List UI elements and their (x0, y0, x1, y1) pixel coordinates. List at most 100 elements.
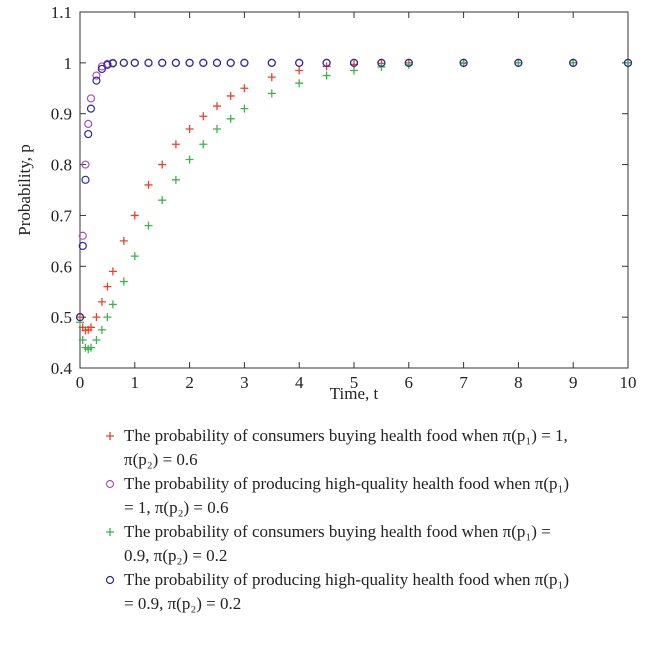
marker (105, 479, 115, 489)
marker (226, 114, 235, 123)
marker (295, 79, 304, 88)
marker (76, 318, 84, 327)
marker (86, 94, 96, 103)
marker (92, 76, 101, 85)
marker (84, 129, 93, 139)
marker (569, 58, 578, 67)
marker (86, 104, 96, 113)
marker (295, 66, 304, 75)
marker (78, 231, 87, 240)
marker (624, 58, 632, 67)
marker (108, 59, 117, 68)
marker (158, 58, 167, 67)
y-tick-label: 0.8 (51, 156, 72, 175)
marker (106, 528, 114, 536)
x-tick-label: 9 (569, 373, 578, 392)
marker (75, 313, 85, 322)
marker (119, 277, 128, 286)
marker (514, 58, 523, 67)
marker (97, 325, 106, 334)
marker (514, 58, 523, 67)
marker (158, 160, 167, 169)
legend-item: The probability of producing high-qualit… (104, 568, 574, 616)
marker (92, 71, 101, 80)
x-tick-label: 10 (620, 373, 637, 392)
x-tick-label: 5 (350, 373, 359, 392)
marker (105, 575, 115, 585)
y-tick-label: 0.6 (51, 257, 72, 276)
y-tick-label: 0.7 (51, 206, 73, 225)
marker (459, 58, 468, 67)
marker (185, 124, 194, 133)
marker (78, 336, 87, 345)
marker (213, 102, 221, 111)
legend-icon (106, 528, 114, 536)
marker (97, 297, 106, 306)
marker (84, 119, 93, 128)
marker (377, 58, 386, 67)
marker (119, 58, 128, 67)
marker (144, 58, 153, 67)
marker (213, 124, 221, 133)
marker (86, 343, 95, 352)
marker (240, 58, 249, 67)
legend-label: The probability of consumers buying heal… (124, 522, 551, 565)
y-tick-label: 1.1 (51, 3, 72, 22)
x-axis-label: Time, t (330, 384, 379, 403)
marker (108, 267, 117, 276)
marker (81, 160, 90, 169)
legend: The probability of consumers buying heal… (104, 424, 574, 616)
marker (350, 66, 358, 75)
chart: Time, t Probability, p 0 1 2 3 4 5 6 7 8 9 10 0.4 0.… (15, 3, 637, 403)
marker (199, 112, 208, 121)
marker (97, 64, 107, 74)
x-tick-label: 8 (514, 373, 523, 392)
legend-item: The probability of consumers buying heal… (104, 424, 574, 472)
y-tick-label: 0.5 (51, 308, 72, 327)
marker (144, 180, 153, 189)
marker (404, 58, 413, 67)
marker (108, 300, 117, 309)
marker (267, 58, 276, 67)
marker (171, 140, 180, 149)
marker (171, 175, 180, 184)
marker (185, 58, 194, 67)
x-tick-label: 1 (131, 373, 140, 392)
marker (92, 313, 101, 322)
marker (267, 73, 276, 82)
y-tick-label: 1 (64, 54, 73, 73)
marker (158, 196, 167, 205)
marker (103, 282, 112, 291)
marker (295, 58, 304, 67)
x-tick-label: 4 (295, 373, 304, 392)
legend-label: The probability of producing high-qualit… (124, 474, 570, 517)
marker (81, 175, 90, 184)
marker (199, 58, 208, 67)
marker (226, 91, 235, 100)
legend-label: The probability of consumers buying heal… (124, 426, 568, 469)
marker (240, 84, 249, 93)
marker (322, 58, 331, 67)
marker (171, 58, 180, 67)
y-axis-label: Probability, p (15, 144, 34, 235)
legend-icon (105, 575, 115, 585)
marker (212, 58, 222, 67)
marker (86, 323, 95, 332)
marker (144, 221, 153, 230)
legend-icon (106, 432, 114, 440)
marker (226, 58, 235, 67)
y-tick-label: 0.9 (51, 105, 72, 124)
x-tick-label: 7 (459, 373, 468, 392)
y-tick-label: 0.4 (51, 359, 73, 378)
marker (130, 58, 139, 67)
marker (199, 140, 208, 149)
marker (267, 89, 276, 98)
marker (103, 313, 112, 322)
x-tick-label: 3 (240, 373, 249, 392)
marker (92, 336, 101, 345)
legend-label: The probability of producing high-qualit… (124, 570, 570, 613)
marker (240, 104, 249, 113)
marker (78, 241, 87, 251)
marker (185, 155, 194, 164)
